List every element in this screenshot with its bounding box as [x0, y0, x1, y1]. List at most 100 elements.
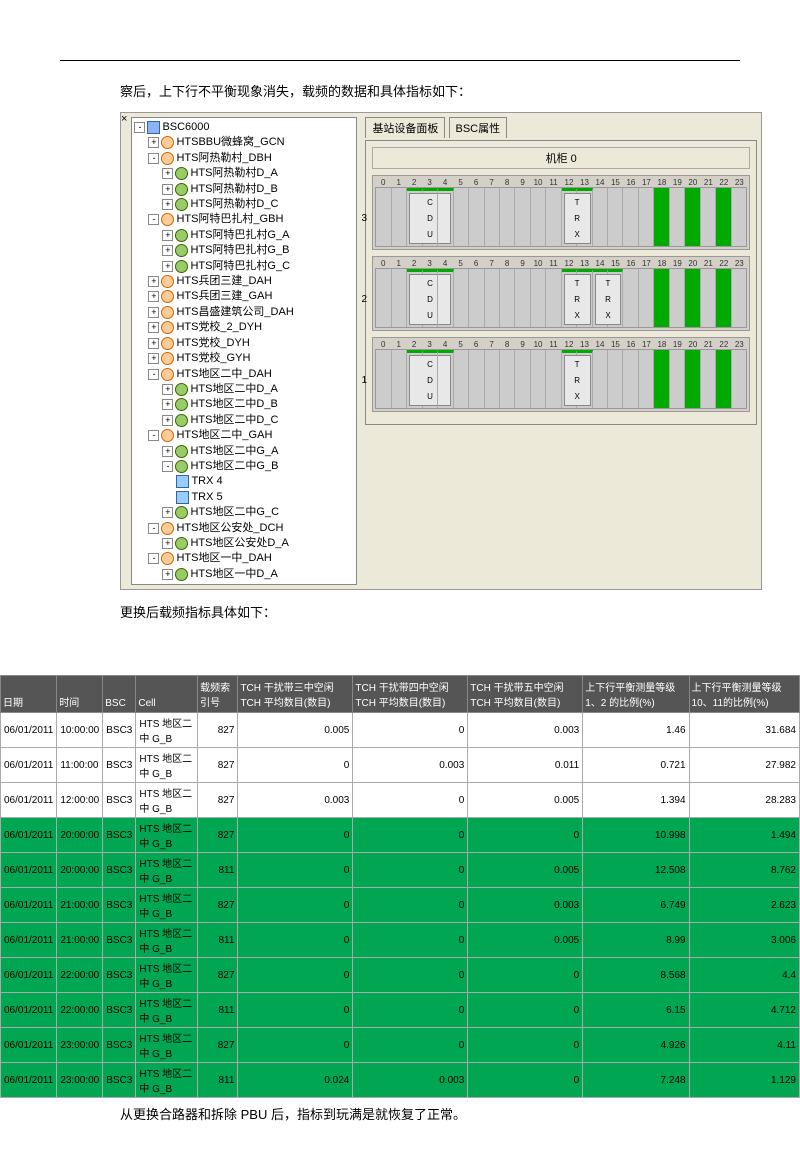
slot[interactable]	[732, 269, 746, 327]
slot[interactable]	[577, 269, 592, 327]
tree-node[interactable]: +HTS阿特巴扎村G_A	[162, 228, 354, 243]
slot[interactable]: CDU	[407, 350, 422, 408]
tree-node[interactable]: +HTS地区二中G_A	[162, 444, 354, 459]
slot[interactable]: TRX	[562, 269, 577, 327]
slot[interactable]	[685, 350, 700, 408]
slot[interactable]	[376, 188, 391, 246]
slot[interactable]	[639, 188, 654, 246]
expand-icon[interactable]: +	[148, 276, 159, 287]
slot[interactable]	[608, 269, 623, 327]
slot[interactable]	[716, 269, 731, 327]
expand-icon[interactable]: -	[148, 153, 159, 164]
expand-icon[interactable]: +	[148, 137, 159, 148]
expand-icon[interactable]: +	[162, 199, 173, 210]
tree-node[interactable]: +HTS兵团三建_DAH	[148, 274, 354, 289]
expand-icon[interactable]: +	[162, 261, 173, 272]
close-icon[interactable]: ×	[121, 113, 127, 589]
expand-icon[interactable]: +	[162, 415, 173, 426]
expand-icon[interactable]: +	[162, 245, 173, 256]
slot[interactable]	[454, 188, 469, 246]
tree-node[interactable]: +HTS昌盛建筑公司_DAH	[148, 305, 354, 320]
slot[interactable]	[531, 350, 546, 408]
slot[interactable]: CDU	[407, 269, 422, 327]
slot[interactable]	[732, 188, 746, 246]
slot[interactable]	[438, 269, 453, 327]
tree-node[interactable]: +HTSBBU微蜂窝_GCN	[148, 135, 354, 150]
slot[interactable]	[685, 188, 700, 246]
tab-device[interactable]: 基站设备面板	[365, 117, 445, 138]
expand-icon[interactable]: +	[148, 353, 159, 364]
tree-node[interactable]: +HTS兵团三建_GAH	[148, 289, 354, 304]
slot[interactable]	[500, 188, 515, 246]
tree-node[interactable]: +HTS阿特巴扎村G_C	[162, 259, 354, 274]
slot[interactable]	[639, 269, 654, 327]
slot[interactable]	[515, 350, 530, 408]
slot[interactable]	[454, 350, 469, 408]
slot[interactable]	[654, 269, 669, 327]
tree-node[interactable]: -HTS地区一中_DAH	[148, 551, 354, 566]
expand-icon[interactable]: -	[134, 122, 145, 133]
expand-icon[interactable]: -	[162, 461, 173, 472]
slot[interactable]	[531, 269, 546, 327]
slot[interactable]	[485, 350, 500, 408]
slot[interactable]	[454, 269, 469, 327]
tree-node[interactable]: +HTS阿特巴扎村G_B	[162, 243, 354, 258]
slot[interactable]: CDU	[407, 188, 422, 246]
expand-icon[interactable]: +	[148, 307, 159, 318]
slot[interactable]	[515, 269, 530, 327]
slot[interactable]	[469, 350, 484, 408]
slot[interactable]	[670, 350, 685, 408]
tree-node[interactable]: TRX 5	[176, 490, 354, 505]
slot[interactable]	[608, 350, 623, 408]
tree-node[interactable]: -HTS地区二中_DAH	[148, 367, 354, 382]
tree-node[interactable]: +HTS阿热勒村D_A	[162, 166, 354, 181]
slot[interactable]: TRX	[562, 350, 577, 408]
slot[interactable]	[469, 188, 484, 246]
slot[interactable]	[654, 350, 669, 408]
slot[interactable]	[546, 269, 561, 327]
slot[interactable]	[500, 350, 515, 408]
expand-icon[interactable]: +	[162, 569, 173, 580]
slot[interactable]	[623, 188, 638, 246]
expand-icon[interactable]: +	[162, 384, 173, 395]
expand-icon[interactable]: +	[162, 446, 173, 457]
slot[interactable]	[485, 269, 500, 327]
expand-icon[interactable]: +	[148, 322, 159, 333]
expand-icon[interactable]: +	[148, 338, 159, 349]
slot[interactable]	[593, 350, 608, 408]
slot[interactable]	[608, 188, 623, 246]
expand-icon[interactable]: -	[148, 369, 159, 380]
slot[interactable]	[546, 188, 561, 246]
tree-node[interactable]: +HTS地区二中G_C	[162, 505, 354, 520]
expand-icon[interactable]: +	[148, 291, 159, 302]
slot[interactable]	[577, 188, 592, 246]
slot[interactable]	[376, 269, 391, 327]
tree-node[interactable]: +HTS地区二中D_C	[162, 413, 354, 428]
tree-node[interactable]: +HTS党校_DYH	[148, 336, 354, 351]
slot[interactable]	[623, 269, 638, 327]
slot[interactable]	[500, 269, 515, 327]
slot[interactable]	[546, 350, 561, 408]
slot[interactable]	[701, 269, 716, 327]
slot[interactable]	[639, 350, 654, 408]
expand-icon[interactable]: +	[162, 168, 173, 179]
tree-node[interactable]: +HTS党校_2_DYH	[148, 320, 354, 335]
expand-icon[interactable]: +	[162, 230, 173, 241]
tree-node[interactable]: -HTS地区二中G_B	[162, 459, 354, 474]
slot[interactable]	[376, 350, 391, 408]
slot[interactable]	[392, 350, 407, 408]
slot[interactable]	[654, 188, 669, 246]
expand-icon[interactable]: +	[162, 399, 173, 410]
slot[interactable]	[392, 188, 407, 246]
expand-icon[interactable]: -	[148, 430, 159, 441]
slot[interactable]	[423, 188, 438, 246]
slot[interactable]	[485, 188, 500, 246]
slot[interactable]: TRX	[593, 269, 608, 327]
tree-node[interactable]: +HTS地区二中D_B	[162, 397, 354, 412]
slot[interactable]	[469, 269, 484, 327]
slot[interactable]	[515, 188, 530, 246]
slot[interactable]	[701, 188, 716, 246]
slot[interactable]	[423, 350, 438, 408]
expand-icon[interactable]: -	[148, 523, 159, 534]
expand-icon[interactable]: -	[148, 214, 159, 225]
